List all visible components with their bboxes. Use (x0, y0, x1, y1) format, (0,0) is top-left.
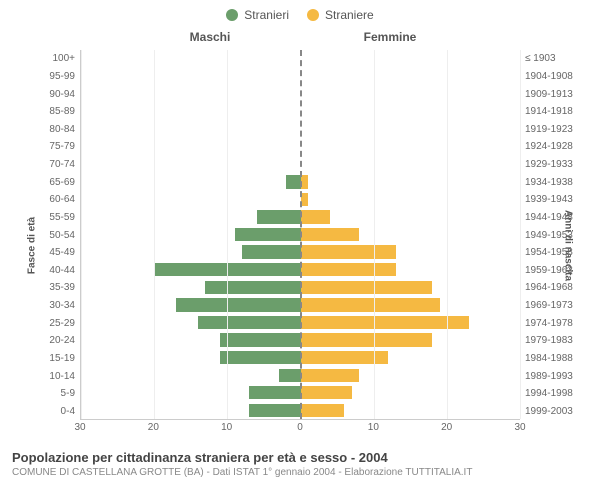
age-label: 60-64 (20, 191, 75, 209)
age-label: 40-44 (20, 262, 75, 280)
column-title-female: Femmine (290, 30, 490, 44)
bar-male (198, 316, 300, 329)
gridline (520, 50, 521, 419)
gridline (227, 50, 228, 419)
bar-female (301, 210, 330, 223)
birth-labels: ≤ 19031904-19081909-19131914-19181919-19… (525, 50, 580, 420)
bar-male (220, 351, 300, 364)
age-label: 80-84 (20, 121, 75, 139)
bar-male (286, 175, 301, 188)
swatch-male (226, 9, 238, 21)
pyramid-chart: Maschi Femmine Fasce di età Anni di nasc… (20, 30, 580, 450)
bar-male (249, 404, 300, 417)
x-tick-label: 0 (297, 422, 303, 433)
birth-label: 1939-1943 (525, 191, 580, 209)
bar-male (220, 333, 300, 346)
age-label: 20-24 (20, 332, 75, 350)
legend-male: Stranieri (226, 8, 289, 22)
legend-female: Straniere (307, 8, 374, 22)
bar-female (301, 316, 469, 329)
gridline (374, 50, 375, 419)
birth-label: 1969-1973 (525, 297, 580, 315)
birth-label: 1964-1968 (525, 279, 580, 297)
age-label: 50-54 (20, 226, 75, 244)
x-tick-label: 20 (441, 422, 452, 433)
birth-label: 1979-1983 (525, 332, 580, 350)
center-line (300, 50, 302, 419)
age-label: 25-29 (20, 314, 75, 332)
bar-male (205, 281, 300, 294)
bar-female (301, 175, 308, 188)
legend-female-label: Straniere (325, 8, 374, 22)
legend: Stranieri Straniere (0, 0, 600, 30)
column-title-male: Maschi (110, 30, 310, 44)
bar-male (235, 228, 301, 241)
birth-label: 1934-1938 (525, 173, 580, 191)
age-label: 5-9 (20, 385, 75, 403)
footer: Popolazione per cittadinanza straniera p… (0, 450, 600, 478)
birth-label: 1999-2003 (525, 403, 580, 421)
birth-label: 1944-1948 (525, 209, 580, 227)
age-label: 30-34 (20, 297, 75, 315)
chart-plot (80, 50, 520, 420)
bar-female (301, 228, 360, 241)
bar-male (242, 245, 301, 258)
age-label: 0-4 (20, 403, 75, 421)
chart-title: Popolazione per cittadinanza straniera p… (12, 450, 588, 465)
age-label: 55-59 (20, 209, 75, 227)
x-ticks: 3020100102030 (80, 422, 520, 436)
x-tick-label: 30 (514, 422, 525, 433)
birth-label: 1984-1988 (525, 350, 580, 368)
age-label: 75-79 (20, 138, 75, 156)
birth-label: 1904-1908 (525, 68, 580, 86)
x-tick-label: 10 (368, 422, 379, 433)
birth-label: 1974-1978 (525, 314, 580, 332)
age-label: 45-49 (20, 244, 75, 262)
birth-label: 1989-1993 (525, 367, 580, 385)
gridline (154, 50, 155, 419)
age-label: 70-74 (20, 156, 75, 174)
legend-male-label: Stranieri (244, 8, 289, 22)
age-label: 10-14 (20, 367, 75, 385)
birth-label: 1994-1998 (525, 385, 580, 403)
x-tick-label: 20 (148, 422, 159, 433)
birth-label: 1949-1953 (525, 226, 580, 244)
bar-male (249, 386, 300, 399)
birth-label: 1919-1923 (525, 121, 580, 139)
swatch-female (307, 9, 319, 21)
age-label: 65-69 (20, 173, 75, 191)
birth-label: 1954-1958 (525, 244, 580, 262)
bar-male (279, 369, 301, 382)
gridline (447, 50, 448, 419)
age-label: 15-19 (20, 350, 75, 368)
birth-label: ≤ 1903 (525, 50, 580, 68)
bar-female (301, 369, 360, 382)
bar-female (301, 245, 396, 258)
birth-label: 1929-1933 (525, 156, 580, 174)
age-label: 95-99 (20, 68, 75, 86)
gridline (81, 50, 82, 419)
bar-male (257, 210, 301, 223)
bar-female (301, 333, 433, 346)
age-label: 90-94 (20, 85, 75, 103)
bar-female (301, 193, 308, 206)
bar-female (301, 281, 433, 294)
bar-female (301, 404, 345, 417)
chart-subtitle: COMUNE DI CASTELLANA GROTTE (BA) - Dati … (12, 467, 588, 478)
age-label: 85-89 (20, 103, 75, 121)
birth-label: 1914-1918 (525, 103, 580, 121)
bar-female (301, 298, 440, 311)
x-tick-label: 30 (74, 422, 85, 433)
bar-female (301, 386, 352, 399)
bar-male (176, 298, 300, 311)
birth-label: 1959-1963 (525, 262, 580, 280)
x-tick-label: 10 (221, 422, 232, 433)
bar-female (301, 263, 396, 276)
bar-female (301, 351, 389, 364)
age-labels: 100+95-9990-9485-8980-8475-7970-7465-696… (20, 50, 75, 420)
birth-label: 1924-1928 (525, 138, 580, 156)
birth-label: 1909-1913 (525, 85, 580, 103)
age-label: 100+ (20, 50, 75, 68)
age-label: 35-39 (20, 279, 75, 297)
